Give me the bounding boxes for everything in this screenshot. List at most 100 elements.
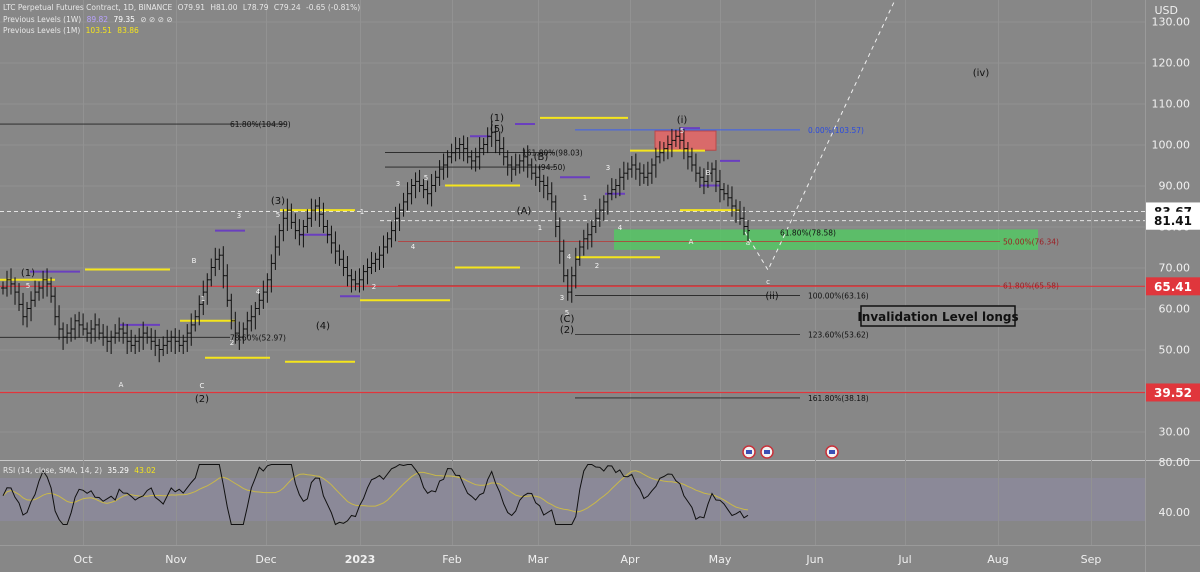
- time-tick-label: Dec: [255, 553, 276, 566]
- wave-label: 5: [276, 211, 280, 219]
- wave-label: (i): [677, 115, 688, 126]
- fib-label: 123.60%(53.62): [808, 331, 869, 340]
- rsi-line: [2, 463, 749, 526]
- wave-label: (2): [195, 394, 209, 405]
- wave-label: A: [689, 238, 694, 246]
- time-tick-label: Aug: [987, 553, 1008, 566]
- support-zone: [614, 229, 1038, 250]
- rsi-tick-label: 80.00: [1159, 456, 1191, 469]
- fib-label: 161.80%(98.03): [522, 149, 583, 158]
- wave-label: 5: [26, 282, 30, 290]
- time-tick-label: May: [709, 553, 732, 566]
- flag-icon: [764, 450, 770, 454]
- rsi-value: 35.29: [107, 466, 129, 475]
- price-tag: [1146, 211, 1200, 230]
- fib-label: 161.80%(38.18): [808, 394, 869, 403]
- time-tick-label: Sep: [1081, 553, 1102, 566]
- ohlc-open: O79.91: [177, 3, 205, 12]
- wave-label: 1: [360, 208, 364, 216]
- wave-label: (iv): [973, 68, 990, 79]
- symbol-title: LTC Perpetual Futures Contract, 1D, BINA…: [3, 3, 173, 12]
- wave-label: 3: [237, 212, 241, 220]
- fib-label: 61.80%(78.58): [780, 228, 836, 237]
- price-tick-label: 120.00: [1152, 57, 1191, 70]
- price-tick-label: 100.00: [1152, 139, 1191, 152]
- time-tick-label: Jun: [805, 553, 823, 566]
- time-tick-label: Mar: [528, 553, 549, 566]
- price-tag: [1146, 277, 1200, 296]
- prev-levels-1m[interactable]: Previous Levels (1M) 103.51 83.86: [3, 26, 142, 35]
- wave-label: 2: [372, 283, 376, 291]
- wave-label: (5): [490, 124, 504, 135]
- projection-path: [744, 0, 896, 272]
- ohlc-change: -0.65 (-0.81%): [306, 3, 361, 12]
- wave-label: 1: [583, 194, 587, 202]
- rsi-header[interactable]: RSI (14, close, SMA, 14, 2) 35.29 43.02: [3, 466, 159, 475]
- event-icons[interactable]: [742, 445, 839, 459]
- wave-label: c: [766, 278, 770, 286]
- prev-levels-1w[interactable]: Previous Levels (1W) 89.82 79.35 ⊘ ⊘ ⊘ ⊘: [3, 15, 176, 24]
- price-tag: [1146, 383, 1200, 402]
- prev-1m-label: Previous Levels (1M): [3, 26, 81, 35]
- invalidation-annotation[interactable]: Invalidation Level longs: [857, 305, 1019, 327]
- prev-1w-label: Previous Levels (1W): [3, 15, 82, 24]
- ohlc-high: H81.00: [210, 3, 238, 12]
- time-tick-label: Feb: [442, 553, 461, 566]
- symbol-header[interactable]: LTC Perpetual Futures Contract, 1D, BINA…: [3, 3, 363, 12]
- time-axis: Oct Nov Dec 2023 Feb Mar Apr May Jun Jul Aug Sep: [73, 553, 1101, 566]
- price-tag-label: 39.52: [1154, 386, 1192, 400]
- rsi-series: [2, 463, 749, 526]
- wave-label: (2): [560, 325, 574, 336]
- wave-label: (ii): [765, 291, 778, 302]
- wave-label: (B): [534, 152, 549, 163]
- ohlc-close: C79.24: [273, 3, 301, 12]
- flag-icon: [829, 450, 835, 454]
- wave-label: 4: [411, 243, 416, 251]
- wave-label: 3: [396, 180, 400, 188]
- wave-label: 3: [560, 294, 564, 302]
- fib-label: (94.50): [538, 163, 565, 172]
- candles[interactable]: [1, 120, 750, 363]
- wave-label: 5: [680, 127, 684, 135]
- currency-unit: USD: [1154, 4, 1178, 17]
- price-tick-label: 90.00: [1159, 180, 1191, 193]
- rsi-band: [0, 478, 1145, 521]
- wave-label: 5: [424, 174, 428, 182]
- rsi-sma-value: 43.02: [134, 466, 156, 475]
- time-tick-label: Jul: [897, 553, 911, 566]
- level-lines: [0, 0, 1145, 399]
- wave-labels: (1)5(2)(3)53(4)(1)(5)(2)(C)5(i)5(ii)(iv)…: [21, 68, 989, 405]
- time-tick-label: 2023: [345, 553, 376, 566]
- prev-1w-value-a: 89.82: [86, 15, 109, 24]
- wave-label: (C): [560, 314, 575, 325]
- wave-label: B: [192, 257, 197, 265]
- price-tick-label: 50.00: [1159, 344, 1191, 357]
- fib-label: 61.80%(65.58): [1003, 282, 1059, 291]
- time-tick-label: Nov: [165, 553, 187, 566]
- wave-label: 5: [565, 309, 569, 317]
- prev-1w-value-b: 79.35: [113, 15, 135, 24]
- wave-label: 4: [256, 288, 261, 296]
- price-tick-label: 110.00: [1152, 98, 1191, 111]
- wave-label: 1: [201, 295, 205, 303]
- prev-1w-na: ⊘ ⊘ ⊘ ⊘: [140, 15, 173, 24]
- prev-1m-value-b: 83.86: [117, 26, 139, 35]
- fib-label: 0.00%(103.57): [808, 126, 864, 135]
- wave-label: 4: [618, 224, 623, 232]
- price-tag-label: 65.41: [1154, 280, 1192, 294]
- rsi-tick-label: 40.00: [1159, 506, 1191, 519]
- wave-label: (1): [490, 113, 504, 124]
- wave-label: 1: [538, 224, 542, 232]
- wave-label: 3: [606, 164, 610, 172]
- wave-label: (1): [21, 268, 35, 279]
- wave-label: C: [200, 382, 205, 390]
- wave-label: 4: [567, 253, 572, 261]
- annotation-text: Invalidation Level longs: [857, 310, 1018, 324]
- zones: [614, 130, 1038, 250]
- price-tag-label: 81.41: [1154, 214, 1192, 228]
- price-axis: 30.00 40.00 50.00 60.00 70.00 80.00 90.00 100.0…: [1152, 16, 1191, 520]
- wave-label: 2: [230, 339, 234, 347]
